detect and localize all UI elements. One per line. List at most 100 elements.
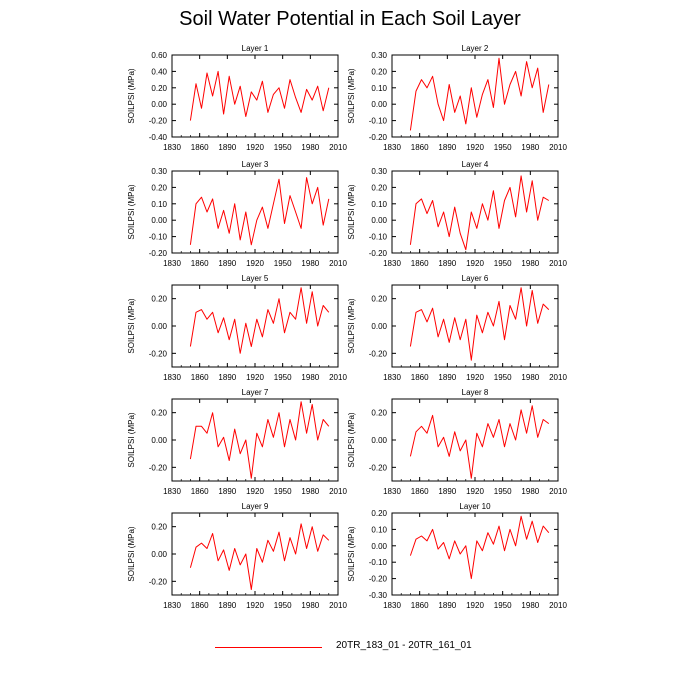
x-tick-label: 1860 <box>191 601 209 610</box>
y-tick-label: -0.10 <box>369 233 388 242</box>
panel-layer-5: Layer 5 1830 1860 1890 1920 1950 1980 2010 -0.20… <box>127 274 347 382</box>
y-axis-label: SOILPSI (MPa) <box>347 412 356 467</box>
y-tick-label: 0.00 <box>151 436 167 445</box>
x-tick-label: 1950 <box>494 143 512 152</box>
y-tick-label: 0.00 <box>371 436 387 445</box>
y-tick-label: 0.20 <box>151 409 167 418</box>
x-tick-label: 1950 <box>494 373 512 382</box>
x-tick-label: 1890 <box>218 373 236 382</box>
y-tick-label: 0.60 <box>151 51 167 60</box>
x-tick-label: 1980 <box>301 373 319 382</box>
x-tick-label: 1980 <box>521 373 539 382</box>
x-tick-label: 1980 <box>521 259 539 268</box>
x-tick-label: 1920 <box>246 259 264 268</box>
y-tick-label: 0.20 <box>371 67 387 76</box>
x-tick-label: 1980 <box>521 143 539 152</box>
x-tick-label: 1890 <box>438 143 456 152</box>
y-tick-label: 0.20 <box>151 523 167 532</box>
panel-title: Layer 2 <box>462 44 489 53</box>
chart-panels: Layer 1 1830 1860 1890 1920 1950 1980 2010 -0.40… <box>0 0 700 700</box>
panel-layer-3: Layer 31830 1860 1890 1920 1950 1980 2010-0.20… <box>127 160 347 268</box>
y-tick-label: -0.40 <box>149 133 168 142</box>
x-tick-label: 1950 <box>274 487 292 496</box>
x-tick-label: 1830 <box>163 601 181 610</box>
series-line <box>410 288 548 361</box>
series-line <box>410 516 548 578</box>
y-tick-label: 0.00 <box>151 100 167 109</box>
y-tick-label: 0.10 <box>371 84 387 93</box>
x-tick-label: 1980 <box>521 487 539 496</box>
series-line <box>190 524 328 590</box>
x-tick-label: 1890 <box>438 601 456 610</box>
plot-frame <box>172 55 338 137</box>
y-tick-label: 0.20 <box>371 183 387 192</box>
x-tick-label: 1980 <box>521 601 539 610</box>
series-line <box>410 406 548 479</box>
x-tick-label: 2010 <box>329 373 347 382</box>
y-tick-label: 0.00 <box>371 322 387 331</box>
panel-title: Layer 5 <box>242 274 269 283</box>
x-tick-label: 1980 <box>301 259 319 268</box>
x-tick-label: 1980 <box>301 601 319 610</box>
y-tick-label: -0.20 <box>149 117 168 126</box>
legend-label: 20TR_183_01 - 20TR_161_01 <box>336 640 472 651</box>
y-axis-label: SOILPSI (MPa) <box>127 298 136 353</box>
series-line <box>410 58 548 130</box>
x-tick-label: 1920 <box>466 143 484 152</box>
panel-layer-4: Layer 41830 1860 1890 1920 1950 1980 2010-0.20… <box>347 160 567 268</box>
x-tick-label: 1890 <box>438 487 456 496</box>
panel-layer-8: Layer 81830 1860 1890 1920 1950 1980 2010-0.20… <box>347 388 567 496</box>
x-tick-label: 2010 <box>329 601 347 610</box>
y-axis-label: SOILPSI (MPa) <box>127 412 136 467</box>
y-tick-label: 0.10 <box>371 525 387 534</box>
legend: 20TR_183_01 - 20TR_161_01 <box>215 640 535 656</box>
series-line <box>410 176 548 250</box>
x-tick-label: 1830 <box>383 143 401 152</box>
panel-layer-1: Layer 1 1830 1860 1890 1920 1950 1980 2010 -0.40… <box>127 44 347 152</box>
x-tick-label: 1920 <box>246 143 264 152</box>
y-tick-label: -0.20 <box>149 249 168 258</box>
y-tick-label: 0.20 <box>151 84 167 93</box>
x-tick-label: 2010 <box>549 601 567 610</box>
x-tick-label: 1860 <box>411 487 429 496</box>
panel-layer-9: Layer 91830 1860 1890 1920 1950 1980 2010-0.20… <box>127 502 347 610</box>
y-tick-label: -0.20 <box>369 249 388 258</box>
panel-title: Layer 7 <box>242 388 269 397</box>
y-tick-label: 0.20 <box>371 295 387 304</box>
panel-title: Layer 6 <box>462 274 489 283</box>
x-tick-label: 1830 <box>163 373 181 382</box>
panel-layer-2: Layer 21830 1860 1890 1920 1950 1980 2010-0.20… <box>347 44 567 152</box>
x-tick-label: 1860 <box>191 487 209 496</box>
x-tick-label: 2010 <box>549 259 567 268</box>
x-tick-label: 1950 <box>274 601 292 610</box>
y-tick-label: 0.00 <box>371 216 387 225</box>
x-tick-label: 1920 <box>466 259 484 268</box>
x-tick-label: 1860 <box>411 143 429 152</box>
x-tick-label: 1860 <box>191 143 209 152</box>
x-tick-label: 2010 <box>329 487 347 496</box>
x-tick-label: 1860 <box>411 373 429 382</box>
y-axis-label: SOILPSI (MPa) <box>347 298 356 353</box>
x-tick-label: 1830 <box>383 259 401 268</box>
x-tick-label: 1860 <box>191 373 209 382</box>
legend-line-swatch <box>215 647 322 648</box>
y-tick-label: 0.20 <box>371 409 387 418</box>
y-axis-label: SOILPSI (MPa) <box>127 184 136 239</box>
series-line <box>190 178 328 245</box>
x-tick-label: 1950 <box>494 487 512 496</box>
y-axis-label: SOILPSI (MPa) <box>347 526 356 581</box>
x-tick-label: 1980 <box>301 487 319 496</box>
y-tick-label: -0.10 <box>369 558 388 567</box>
panel-title: Layer 1 <box>242 44 269 53</box>
x-tick-label: 1920 <box>466 601 484 610</box>
x-tick-label: 2010 <box>329 259 347 268</box>
x-tick-label: 1830 <box>163 259 181 268</box>
x-tick-label: 1920 <box>246 487 264 496</box>
panel-title: Layer 10 <box>459 502 491 511</box>
series-line <box>190 402 328 479</box>
x-tick-label: 1950 <box>274 259 292 268</box>
figure: Soil Water Potential in Each Soil Layer … <box>0 0 700 700</box>
y-tick-label: -0.30 <box>369 591 388 600</box>
x-tick-label: 1920 <box>466 487 484 496</box>
panel-layer-10: Layer 10 1830 1860 1890 1920 1950 1980 2010 -0.3… <box>347 502 567 610</box>
